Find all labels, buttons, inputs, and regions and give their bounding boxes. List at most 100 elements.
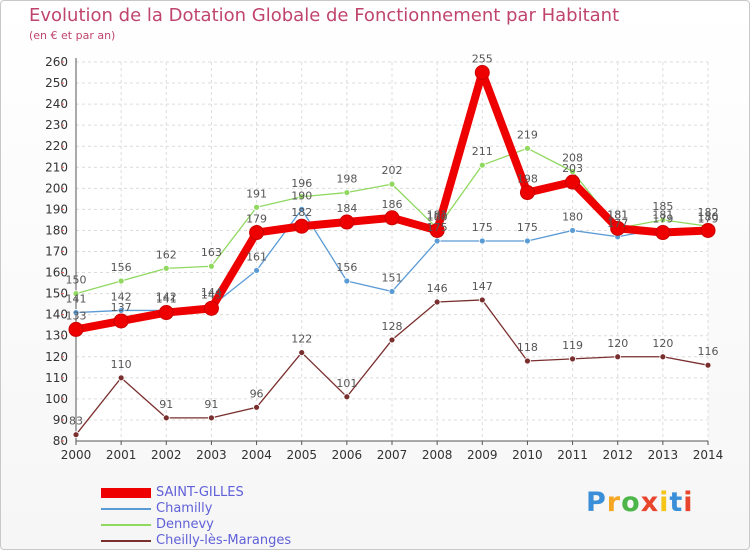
- data-label-cheilly-les-maranges: 83: [69, 415, 83, 428]
- y-tick-label: 250: [45, 76, 68, 90]
- data-point-saint-gilles: [68, 321, 84, 337]
- data-point-saint-gilles: [519, 185, 535, 201]
- legend-item-saint-gilles: SAINT-GILLES: [101, 485, 421, 501]
- data-label-saint-gilles: 186: [382, 198, 403, 211]
- data-point-dennevy: [659, 216, 667, 224]
- data-point-chamilly: [569, 227, 576, 234]
- data-point-cheilly-les-maranges: [524, 357, 531, 365]
- data-label-dennevy: 191: [246, 187, 267, 200]
- y-tick-label: 130: [45, 329, 68, 343]
- data-point-cheilly-les-maranges: [253, 403, 260, 411]
- data-point-chamilly: [433, 237, 441, 245]
- data-point-cheilly-les-maranges: [72, 431, 80, 439]
- data-label-cheilly-les-maranges: 122: [291, 333, 312, 346]
- data-label-chamilly: 190: [291, 189, 312, 202]
- x-tick-label: 2011: [557, 448, 588, 462]
- data-point-dennevy: [343, 189, 351, 196]
- data-point-cheilly-les-maranges: [208, 414, 215, 422]
- data-label-chamilly: 156: [336, 261, 357, 274]
- y-tick-label: 230: [45, 118, 68, 132]
- data-label-dennevy: 181: [427, 208, 448, 221]
- data-point-dennevy: [569, 168, 576, 175]
- data-point-saint-gilles: [610, 220, 626, 236]
- data-point-chamilly: [72, 309, 80, 316]
- data-point-dennevy: [72, 290, 80, 298]
- data-point-chamilly: [343, 277, 351, 285]
- x-tick-label: 2004: [241, 448, 272, 462]
- y-tick-label: 160: [45, 266, 68, 280]
- data-label-dennevy: 198: [336, 173, 357, 186]
- data-point-dennevy: [524, 144, 531, 152]
- x-tick-label: 2006: [332, 448, 363, 462]
- y-tick-label: 210: [45, 160, 68, 174]
- y-tick-label: 200: [45, 181, 68, 195]
- data-label-cheilly-les-maranges: 118: [517, 341, 538, 354]
- x-tick-label: 2000: [61, 448, 92, 462]
- y-tick-label: 140: [45, 308, 68, 322]
- data-label-cheilly-les-maranges: 119: [562, 339, 583, 352]
- logo-letter: i: [659, 487, 670, 518]
- data-label-saint-gilles: 184: [336, 202, 357, 215]
- data-label-saint-gilles: 179: [652, 213, 673, 226]
- legend-item-dennevy: Dennevy: [101, 517, 421, 533]
- x-tick-label: 2007: [377, 448, 408, 462]
- data-label-chamilly: 142: [156, 290, 177, 303]
- y-tick-label: 120: [45, 350, 68, 364]
- data-label-saint-gilles: 133: [66, 309, 87, 322]
- data-label-dennevy: 219: [517, 128, 538, 141]
- x-tick-label: 2008: [422, 448, 453, 462]
- data-point-cheilly-les-maranges: [298, 349, 306, 356]
- legend-item-cheilly-les-maranges: Cheilly-lès-Maranges: [101, 533, 421, 549]
- data-label-saint-gilles: 180: [427, 210, 448, 223]
- data-point-chamilly: [478, 237, 486, 245]
- logo-letter: P: [586, 487, 607, 518]
- data-label-dennevy: 150: [66, 274, 87, 287]
- data-point-cheilly-les-maranges: [614, 353, 622, 361]
- data-point-saint-gilles: [249, 225, 265, 241]
- data-point-cheilly-les-maranges: [569, 355, 576, 363]
- y-tick-label: 240: [45, 97, 68, 111]
- data-label-chamilly: 175: [472, 221, 493, 234]
- data-label-chamilly: 141: [66, 293, 87, 306]
- legend-swatch: [101, 488, 151, 498]
- data-point-cheilly-les-maranges: [343, 393, 351, 401]
- y-tick-label: 170: [45, 245, 68, 259]
- x-tick-label: 2013: [648, 448, 679, 462]
- data-label-chamilly: 180: [562, 210, 583, 223]
- data-label-cheilly-les-maranges: 110: [111, 358, 132, 371]
- data-label-saint-gilles: 255: [472, 53, 493, 66]
- data-label-cheilly-les-maranges: 128: [382, 320, 403, 333]
- data-label-chamilly: 144: [201, 286, 222, 299]
- data-label-dennevy: 182: [698, 206, 719, 219]
- data-point-saint-gilles: [565, 174, 581, 190]
- y-tick-label: 90: [53, 413, 68, 427]
- data-label-cheilly-les-maranges: 96: [250, 387, 264, 400]
- data-point-dennevy: [388, 180, 396, 188]
- data-point-saint-gilles: [474, 65, 490, 81]
- x-tick-label: 2009: [467, 448, 498, 462]
- data-point-dennevy: [478, 161, 486, 169]
- legend-swatch: [101, 540, 151, 542]
- data-point-cheilly-les-maranges: [388, 336, 396, 344]
- data-point-cheilly-les-maranges: [704, 361, 712, 369]
- data-point-cheilly-les-maranges: [162, 414, 170, 422]
- data-label-chamilly: 161: [246, 250, 267, 263]
- data-label-chamilly: 175: [517, 221, 538, 234]
- data-label-cheilly-les-maranges: 101: [336, 377, 357, 390]
- data-label-chamilly: 151: [382, 272, 403, 285]
- legend-label: SAINT-GILLES: [156, 485, 244, 500]
- y-tick-label: 190: [45, 202, 68, 216]
- legend-item-chamilly: Chamilly: [101, 501, 421, 517]
- proxiti-logo: Proxiti: [586, 487, 694, 518]
- data-point-saint-gilles: [158, 305, 174, 321]
- data-point-chamilly: [253, 267, 260, 274]
- data-label-dennevy: 156: [111, 261, 132, 274]
- data-point-chamilly: [524, 237, 531, 245]
- legend-swatch: [101, 508, 151, 510]
- x-tick-label: 2012: [602, 448, 633, 462]
- data-label-chamilly: 179: [698, 213, 719, 226]
- data-label-saint-gilles: 203: [562, 162, 583, 175]
- data-label-saint-gilles: 143: [201, 288, 222, 301]
